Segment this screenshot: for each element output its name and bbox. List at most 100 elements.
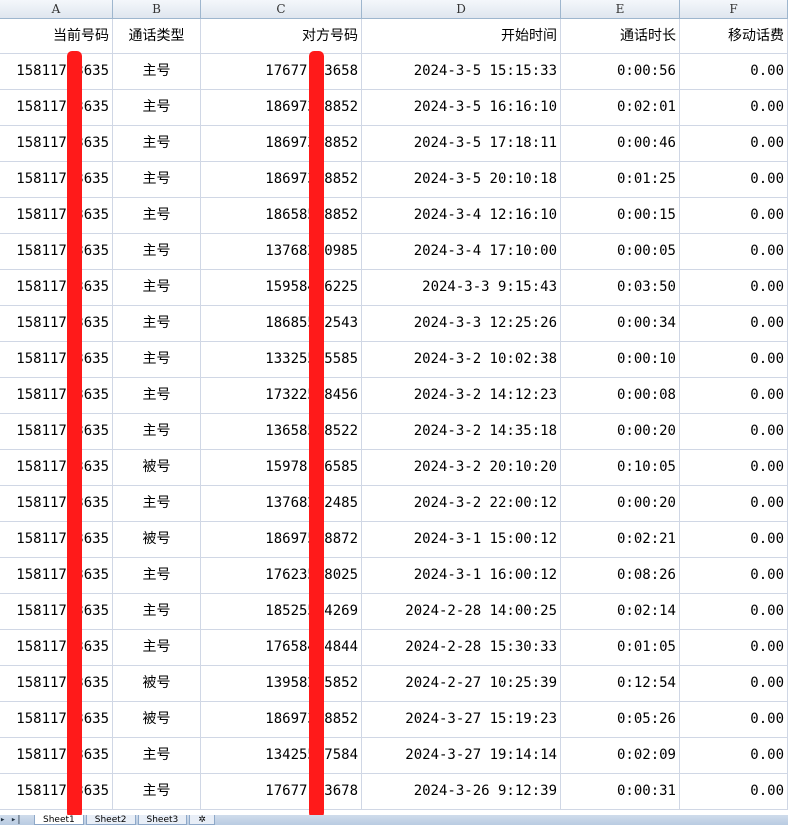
cell[interactable]: 18697598872 <box>201 522 362 557</box>
cell[interactable]: 2024-2-28 15:30:33 <box>362 630 561 665</box>
cell[interactable]: 15811753635 <box>0 486 113 521</box>
cell[interactable]: 2024-2-28 14:00:25 <box>362 594 561 629</box>
cell[interactable]: 2024-3-2 14:35:18 <box>362 414 561 449</box>
cell[interactable]: 主号 <box>113 558 201 593</box>
cell[interactable]: 0:02:01 <box>561 90 680 125</box>
cell[interactable]: 被号 <box>113 666 201 701</box>
cell[interactable]: 15958426225 <box>201 270 362 305</box>
cell[interactable]: 被号 <box>113 450 201 485</box>
cell[interactable]: 被号 <box>113 702 201 737</box>
cell[interactable]: 2024-3-5 15:15:33 <box>362 54 561 89</box>
header-cell[interactable]: 开始时间 <box>362 19 561 53</box>
cell[interactable]: 0:00:46 <box>561 126 680 161</box>
cell[interactable]: 15811753635 <box>0 270 113 305</box>
cell[interactable]: 15811753635 <box>0 162 113 197</box>
cell[interactable]: 17658474844 <box>201 630 362 665</box>
cell[interactable]: 0.00 <box>680 414 788 449</box>
cell[interactable]: 2024-3-1 16:00:12 <box>362 558 561 593</box>
cell[interactable]: 0.00 <box>680 378 788 413</box>
cell[interactable]: 0:00:31 <box>561 774 680 809</box>
cell[interactable]: 0.00 <box>680 306 788 341</box>
cell[interactable]: 13768250985 <box>201 234 362 269</box>
cell[interactable]: 0:01:25 <box>561 162 680 197</box>
cell[interactable]: 2024-2-27 10:25:39 <box>362 666 561 701</box>
cell[interactable]: 18658548852 <box>201 198 362 233</box>
cell[interactable]: 2024-3-27 19:14:14 <box>362 738 561 773</box>
cell[interactable]: 15811753635 <box>0 414 113 449</box>
cell[interactable]: 0:02:14 <box>561 594 680 629</box>
cell[interactable]: 0:02:21 <box>561 522 680 557</box>
cell[interactable]: 15811753635 <box>0 450 113 485</box>
cell[interactable]: 2024-3-2 14:12:23 <box>362 378 561 413</box>
column-header-d[interactable]: D <box>362 0 561 18</box>
header-cell[interactable]: 通话时长 <box>561 19 680 53</box>
header-cell[interactable]: 对方号码 <box>201 19 362 53</box>
column-header-f[interactable]: F <box>680 0 788 18</box>
cell[interactable]: 被号 <box>113 522 201 557</box>
cell[interactable]: 0:00:08 <box>561 378 680 413</box>
cell[interactable]: 0:00:15 <box>561 198 680 233</box>
cell[interactable]: 15978156585 <box>201 450 362 485</box>
cell[interactable]: 17623558025 <box>201 558 362 593</box>
cell[interactable]: 15811753635 <box>0 522 113 557</box>
cell[interactable]: 15811753635 <box>0 738 113 773</box>
cell[interactable]: 15811753635 <box>0 594 113 629</box>
cell[interactable]: 0:00:10 <box>561 342 680 377</box>
cell[interactable]: 主号 <box>113 774 201 809</box>
cell[interactable]: 0:03:50 <box>561 270 680 305</box>
cell[interactable]: 0.00 <box>680 774 788 809</box>
header-cell[interactable]: 移动话费 <box>680 19 788 53</box>
cell[interactable]: 15811753635 <box>0 234 113 269</box>
column-header-a[interactable]: A <box>0 0 113 18</box>
cell[interactable]: 0:00:56 <box>561 54 680 89</box>
sheet-tab-3[interactable]: Sheet3 <box>137 815 188 825</box>
cell[interactable]: 2024-3-5 20:10:18 <box>362 162 561 197</box>
cell[interactable]: 15811753635 <box>0 126 113 161</box>
cell[interactable]: 18697378852 <box>201 90 362 125</box>
cell[interactable]: 17322538456 <box>201 378 362 413</box>
cell[interactable]: 15811753635 <box>0 666 113 701</box>
column-header-e[interactable]: E <box>561 0 680 18</box>
cell[interactable]: 17677123678 <box>201 774 362 809</box>
cell[interactable]: 2024-3-2 20:10:20 <box>362 450 561 485</box>
cell[interactable]: 0:10:05 <box>561 450 680 485</box>
cell[interactable]: 15811753635 <box>0 198 113 233</box>
cell[interactable]: 13958265852 <box>201 666 362 701</box>
cell[interactable]: 主号 <box>113 486 201 521</box>
cell[interactable]: 2024-3-5 16:16:10 <box>362 90 561 125</box>
cell[interactable]: 0.00 <box>680 234 788 269</box>
cell[interactable]: 15811753635 <box>0 54 113 89</box>
cell[interactable]: 15811753635 <box>0 378 113 413</box>
cell[interactable]: 主号 <box>113 738 201 773</box>
cell[interactable]: 0.00 <box>680 450 788 485</box>
cell[interactable]: 0:00:34 <box>561 306 680 341</box>
cell[interactable]: 0.00 <box>680 594 788 629</box>
sheet-tab-1[interactable]: Sheet1 <box>34 815 84 825</box>
cell[interactable]: 15811753635 <box>0 90 113 125</box>
cell[interactable]: 0.00 <box>680 558 788 593</box>
insert-sheet-icon[interactable]: ✲ <box>189 815 215 825</box>
cell[interactable]: 0.00 <box>680 630 788 665</box>
cell[interactable]: 15811753635 <box>0 702 113 737</box>
cell[interactable]: 0:05:26 <box>561 702 680 737</box>
cell[interactable]: 主号 <box>113 414 201 449</box>
column-header-b[interactable]: B <box>113 0 201 18</box>
cell[interactable]: 主号 <box>113 54 201 89</box>
cell[interactable]: 2024-3-1 15:00:12 <box>362 522 561 557</box>
cell[interactable]: 0:00:05 <box>561 234 680 269</box>
cell[interactable]: 0:01:05 <box>561 630 680 665</box>
cell[interactable]: 18697378852 <box>201 126 362 161</box>
cell[interactable]: 13425567584 <box>201 738 362 773</box>
cell[interactable]: 2024-3-3 9:15:43 <box>362 270 561 305</box>
cell[interactable]: 主号 <box>113 342 201 377</box>
cell[interactable]: 13768252485 <box>201 486 362 521</box>
cell[interactable]: 2024-3-4 17:10:00 <box>362 234 561 269</box>
cell[interactable]: 主号 <box>113 378 201 413</box>
column-header-c[interactable]: C <box>201 0 362 18</box>
cell[interactable]: 0.00 <box>680 270 788 305</box>
cell[interactable]: 主号 <box>113 162 201 197</box>
cell[interactable]: 0:12:54 <box>561 666 680 701</box>
cell[interactable]: 18697378852 <box>201 162 362 197</box>
cell[interactable]: 0.00 <box>680 666 788 701</box>
cell[interactable]: 2024-3-27 15:19:23 <box>362 702 561 737</box>
